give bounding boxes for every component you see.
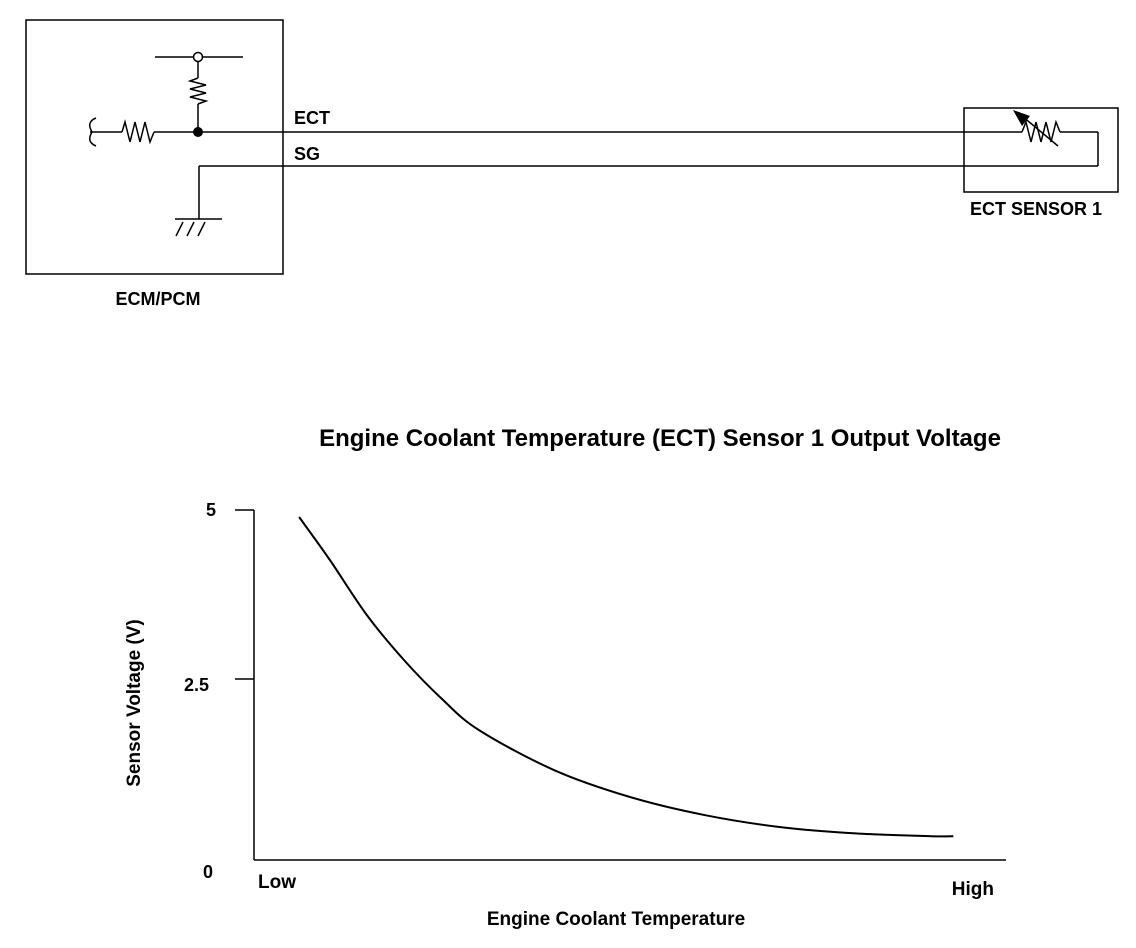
- x-tick-label-low: Low: [258, 872, 296, 893]
- voltage-curve: [298, 516, 954, 838]
- thermistor-icon: [1013, 110, 1099, 166]
- y-tick-label: 0: [203, 862, 213, 882]
- ect-sensor-box: [963, 107, 1119, 193]
- chart-title: Engine Coolant Temperature (ECT) Sensor …: [319, 425, 1001, 452]
- chart-axes: [235, 509, 1006, 861]
- x-tick-label-high: High: [952, 879, 994, 900]
- sg-ground-wire: [198, 165, 1098, 219]
- supply-terminal: [155, 51, 243, 63]
- ecm-pcm-module: [25, 19, 284, 275]
- ecm-pcm-label: ECM/PCM: [116, 289, 201, 309]
- y-tick-label: 2.5: [184, 675, 209, 695]
- ect-wire-label: ECT: [294, 108, 330, 128]
- sg-wire-label: SG: [294, 144, 320, 164]
- input-resistor-icon: [89, 117, 198, 147]
- y-axis-label: Sensor Voltage (V): [124, 619, 145, 787]
- y-tick-labels: 02.55: [184, 500, 216, 882]
- x-tick-labels: Low High: [258, 872, 994, 900]
- pull-up-resistor-icon: [187, 62, 209, 132]
- ect-sensor-label: ECT SENSOR 1: [970, 199, 1102, 219]
- ground-icon: [175, 218, 222, 237]
- x-axis-label: Engine Coolant Temperature: [487, 909, 745, 930]
- y-tick-label: 5: [206, 500, 216, 520]
